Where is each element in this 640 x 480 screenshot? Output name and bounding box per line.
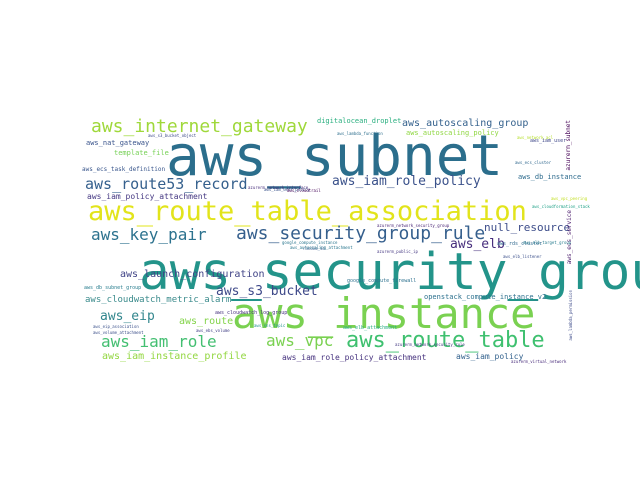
word: aws_iam_role_policy <box>332 174 481 189</box>
word: aws_alb_target_group <box>523 240 572 245</box>
word: aws_security_group_rule <box>236 223 486 244</box>
word: aws_key_pair <box>91 225 207 244</box>
word: azurerm_public_ip <box>377 249 418 254</box>
word: aws_iam_role_policy_attachment <box>282 353 427 362</box>
word: aws_ebs_volume <box>196 328 230 333</box>
word: aws_security_group <box>139 243 640 302</box>
word: aws_route53_record <box>85 175 248 193</box>
word: aws_autoscaling_group <box>402 118 529 129</box>
word: aws_elb_attachment <box>343 325 398 331</box>
word: aws_nat_gateway <box>86 139 150 147</box>
word: aws_vpc <box>266 331 334 350</box>
word: aws_iam_policy_attachment <box>87 192 208 201</box>
word: aws_sns_topic <box>254 323 286 328</box>
word: aws_iam_policy <box>456 352 524 361</box>
word: aws_db_subnet_group <box>84 285 142 291</box>
word: aws_ecs_task_definition <box>82 166 166 173</box>
word: aws_lambda_permission <box>568 290 573 341</box>
word: aws_eip_association <box>93 324 139 329</box>
word: random_id <box>303 246 325 251</box>
word: aws_route_table <box>346 328 545 353</box>
word: aws_cloudwatch_metric_alarm <box>85 295 232 305</box>
word: azurerm_virtual_network <box>511 359 567 364</box>
word: azurerm_network_interface <box>248 185 309 190</box>
word: aws_iam_role <box>101 332 217 351</box>
word: aws_vpc_peering <box>551 196 588 201</box>
word: aws_ecs_service <box>566 210 573 265</box>
word: aws_elb_listener <box>503 254 542 259</box>
word: aws_cloudformation_stack <box>532 204 590 209</box>
word: aws_route_table_association <box>88 196 527 227</box>
word: azurerm_network_security_rule <box>395 342 465 347</box>
word: aws_iam_user_policy <box>264 187 310 192</box>
word: aws_eip <box>100 309 155 324</box>
word: aws_volume_attachment <box>93 330 144 335</box>
word: null_resource <box>484 221 571 234</box>
word: aws_instance <box>232 289 536 338</box>
word: aws_cloudtrail <box>287 188 321 193</box>
word: openstack_compute_instance_v2 <box>424 293 547 301</box>
word: azurerm_subnet <box>565 120 572 171</box>
word: aws_db_instance <box>518 173 582 181</box>
word: aws_launch_configuration <box>120 269 265 280</box>
word: aws_rds_cluster <box>497 241 543 247</box>
word: google_compute_firewall <box>347 278 417 284</box>
word: aws_autoscaling_policy <box>406 129 499 137</box>
word: aws_network_acl <box>517 135 554 140</box>
word: azurerm_network_security_group <box>377 223 450 228</box>
word: aws_iam_user <box>530 138 567 144</box>
word: aws_internet_gateway <box>91 116 308 137</box>
word: aws_subnet <box>166 124 504 189</box>
word: digitalocean_droplet <box>317 117 402 125</box>
word: template_file <box>114 149 169 157</box>
word: aws_cloudwatch_log_group <box>215 310 288 316</box>
word: aws_s3_bucket_object <box>148 133 197 138</box>
word: aws_autoscaling_attachment <box>290 245 353 250</box>
word: aws_s3_bucket <box>216 284 318 299</box>
word: aws_ecs_cluster <box>515 160 552 165</box>
word: aws_iam_instance_profile <box>102 351 247 362</box>
word: aws_route <box>179 316 234 327</box>
word: aws_lambda_function <box>337 131 383 136</box>
word: google_compute_instance <box>282 240 338 245</box>
word: aws_elb <box>450 237 505 252</box>
